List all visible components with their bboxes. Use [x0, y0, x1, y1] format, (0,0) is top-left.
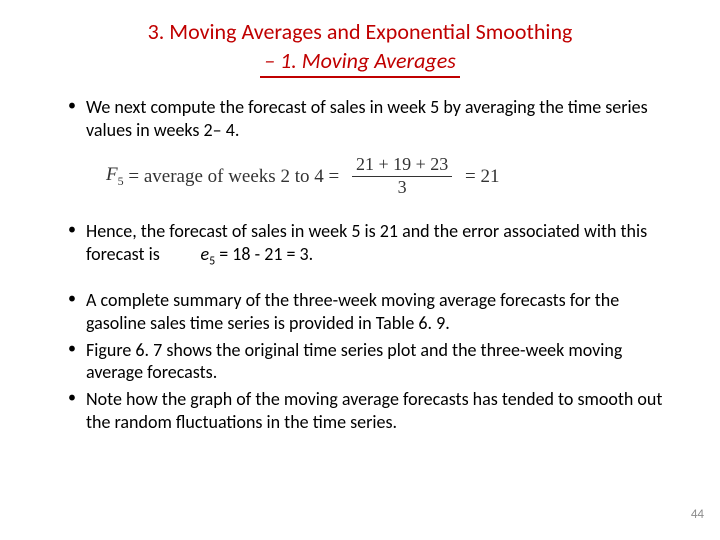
bullet-group-3: A complete summary of the three-week mov…: [68, 289, 680, 433]
bullet-text: Figure 6. 7 shows the original time seri…: [86, 339, 622, 384]
inline-eq-var: e: [201, 243, 210, 265]
eq-rhs: = 21: [460, 166, 499, 188]
bullet-item: A complete summary of the three-week mov…: [68, 289, 680, 334]
bullet-text: Note how the graph of the moving average…: [86, 388, 662, 433]
eq-fraction: 21 + 19 + 23 3: [352, 155, 452, 198]
eq-var: F: [106, 164, 118, 185]
bullet-text: We next compute the forecast of sales in…: [86, 96, 648, 141]
eq-mid-text: = average of weeks 2 to 4 =: [124, 166, 344, 188]
bullet-item: Figure 6. 7 shows the original time seri…: [68, 339, 680, 384]
title-line-2: – 1. Moving Averages: [260, 47, 460, 78]
page-number: 44: [691, 507, 704, 522]
title-block: 3. Moving Averages and Exponential Smoot…: [40, 18, 680, 78]
slide-container: 3. Moving Averages and Exponential Smoot…: [0, 0, 720, 433]
bullet-text-pre: Hence, the forecast of sales in week 5 i…: [86, 220, 647, 265]
bullet-text: A complete summary of the three-week mov…: [86, 289, 619, 334]
eq-lhs: F5: [106, 164, 124, 189]
equation-row: F5 = average of weeks 2 to 4 = 21 + 19 +…: [106, 155, 680, 198]
title-line-1: 3. Moving Averages and Exponential Smoot…: [40, 18, 680, 45]
bullet-item: We next compute the forecast of sales in…: [68, 96, 680, 141]
bullet-item: Hence, the forecast of sales in week 5 i…: [68, 220, 680, 269]
bullet-group-1: We next compute the forecast of sales in…: [68, 96, 680, 141]
bullet-group-2: Hence, the forecast of sales in week 5 i…: [68, 220, 680, 269]
inline-eq-rest: = 18 - 21 = 3.: [215, 243, 313, 265]
bullet-item: Note how the graph of the moving average…: [68, 388, 680, 433]
content-area: We next compute the forecast of sales in…: [40, 96, 680, 433]
eq-denominator: 3: [398, 177, 407, 198]
eq-numerator: 21 + 19 + 23: [352, 155, 452, 177]
